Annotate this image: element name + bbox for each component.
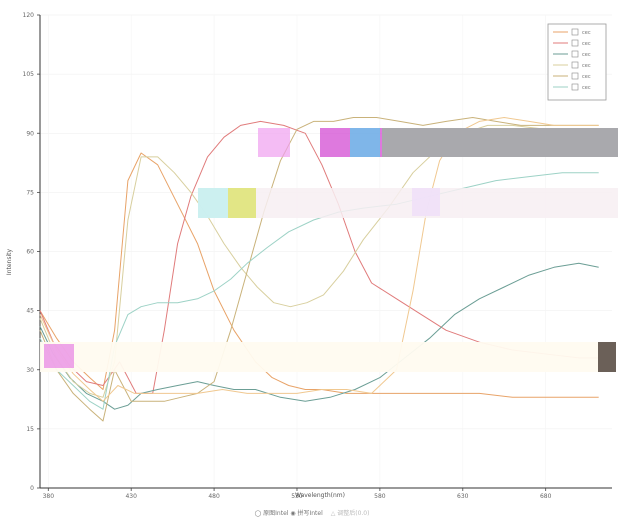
y-tick-label: 105 <box>23 71 35 78</box>
artifact-band <box>198 188 618 218</box>
artifact-block <box>412 188 440 216</box>
series-group <box>39 117 599 422</box>
x-tick-label: 430 <box>125 493 137 500</box>
y-tick-label: 0 <box>30 485 34 492</box>
legend-marker <box>571 72 579 80</box>
legend-marker <box>571 50 579 58</box>
x-tick-label: 680 <box>540 493 552 500</box>
legend: cec cec cec cec cec cec <box>547 23 607 101</box>
series-line-7 <box>39 117 599 402</box>
legend-label: cec <box>582 63 591 69</box>
legend-label: cec <box>582 30 591 36</box>
legend-label: cec <box>582 74 591 80</box>
footer-legend: ◯ 原图Intel ◉ 拼写Intel △ 调整后(0.0) <box>0 508 624 517</box>
artifact-band <box>40 342 598 372</box>
y-tick-label: 30 <box>26 367 34 374</box>
y-tick-label: 75 <box>26 189 34 196</box>
artifact-block <box>44 344 74 368</box>
series-line-6 <box>39 172 599 410</box>
legend-marker <box>571 39 579 47</box>
grid-lines <box>40 14 612 489</box>
footer-item-1: ◯ 原图Intel ◉ 拼写Intel <box>254 510 323 517</box>
x-axis-label: Wavelength(nm) <box>295 492 345 499</box>
artifact-block <box>258 128 290 157</box>
y-axis-ticks: 0 15 30 45 60 75 90 105 120 <box>23 12 40 492</box>
image-artifacts <box>40 128 618 372</box>
legend-label: cec <box>582 41 591 47</box>
legend-marker <box>571 61 579 69</box>
artifact-block <box>350 128 380 157</box>
y-tick-label: 120 <box>23 12 35 19</box>
legend-marker <box>571 28 579 36</box>
artifact-block <box>598 342 616 372</box>
y-tick-label: 60 <box>26 249 34 256</box>
y-tick-label: 45 <box>26 308 34 315</box>
x-tick-label: 480 <box>208 493 220 500</box>
x-tick-label: 380 <box>43 493 55 500</box>
x-axis-ticks: 380 430 480 530 580 630 680 <box>43 488 552 500</box>
artifact-band <box>382 128 618 157</box>
legend-label: cec <box>582 85 591 91</box>
series-line-5 <box>39 117 599 422</box>
artifact-block <box>228 188 256 218</box>
x-tick-label: 530 <box>291 493 303 500</box>
footer-item-2: △ 调整后(0.0) <box>330 510 370 517</box>
y-tick-label: 15 <box>26 426 34 433</box>
x-tick-label: 630 <box>457 493 469 500</box>
legend-label: cec <box>582 52 591 58</box>
y-axis-label: Intensity <box>6 248 13 275</box>
legend-marker <box>571 83 579 91</box>
y-tick-label: 90 <box>26 130 34 137</box>
x-tick-label: 580 <box>374 493 386 500</box>
